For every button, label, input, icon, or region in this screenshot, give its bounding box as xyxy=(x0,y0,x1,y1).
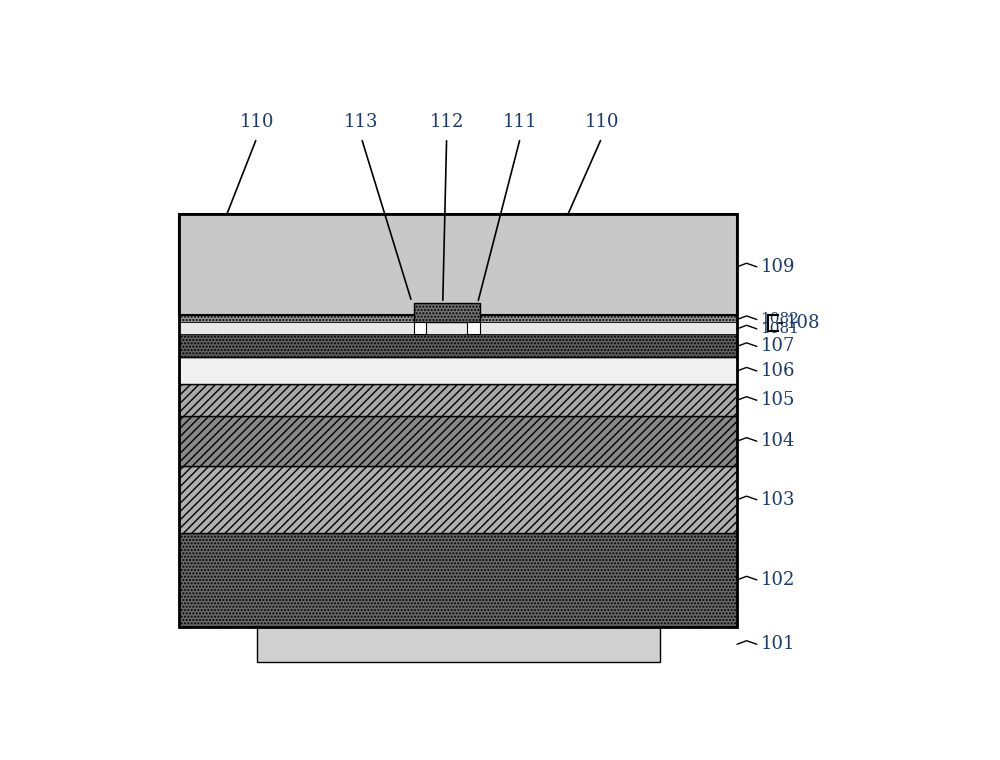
Bar xyxy=(467,322,480,334)
Bar xyxy=(179,384,737,416)
Bar xyxy=(179,322,737,334)
Text: 104: 104 xyxy=(761,432,795,450)
Text: 112: 112 xyxy=(429,113,464,131)
Text: 109: 109 xyxy=(761,258,795,276)
Text: 107: 107 xyxy=(761,337,795,356)
Text: 110: 110 xyxy=(584,113,619,131)
Text: 110: 110 xyxy=(240,113,274,131)
Text: 102: 102 xyxy=(761,571,795,589)
Bar xyxy=(179,214,737,627)
Text: 1082: 1082 xyxy=(761,312,799,327)
Bar xyxy=(179,416,737,466)
Bar xyxy=(179,214,737,315)
Bar xyxy=(257,627,660,662)
Text: 106: 106 xyxy=(761,362,795,380)
Bar xyxy=(179,533,737,627)
Text: 101: 101 xyxy=(761,635,795,653)
Text: 111: 111 xyxy=(503,113,538,131)
Bar xyxy=(179,334,737,357)
Text: 1081: 1081 xyxy=(761,321,799,336)
Text: 105: 105 xyxy=(761,391,795,409)
Text: 103: 103 xyxy=(761,491,795,508)
Text: 108: 108 xyxy=(785,314,820,332)
Text: 113: 113 xyxy=(344,113,379,131)
Bar xyxy=(179,315,737,322)
Bar xyxy=(179,466,737,533)
Bar xyxy=(414,303,480,322)
Bar xyxy=(414,322,426,334)
Bar xyxy=(179,357,737,384)
